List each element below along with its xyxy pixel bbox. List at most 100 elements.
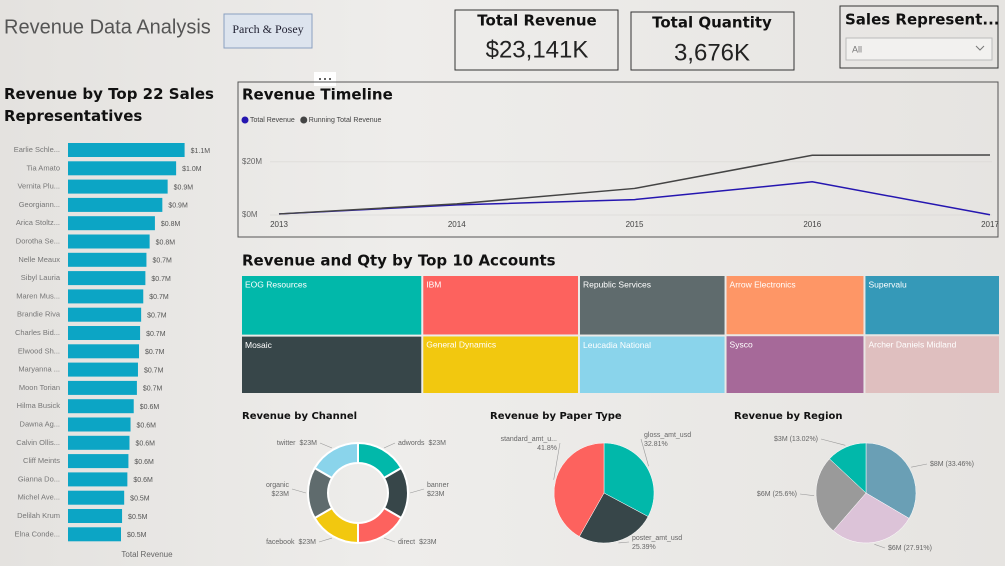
data-label: poster_amt_usd 25.39% (632, 535, 682, 551)
leader-line (318, 537, 333, 543)
chart-title: Revenue Timeline (242, 86, 393, 104)
data-label: adwords $23M (398, 440, 446, 447)
treemap-cell (423, 276, 578, 335)
bar (68, 490, 125, 505)
pie-slice (815, 458, 867, 532)
category-label: banner (427, 482, 449, 489)
category-label: direct (398, 539, 415, 546)
data-label: $0.7M (149, 294, 169, 301)
treemap-cell (423, 336, 578, 393)
y-tick-label: Calvin Ollis... (16, 438, 60, 447)
category-label: gloss_amt_usd (644, 432, 691, 439)
y-tick-label: Michel Ave... (18, 493, 60, 502)
timeline-panel (237, 81, 999, 238)
treemap-cell (726, 276, 864, 335)
data-label: $0.9M (174, 184, 194, 191)
treemap-cell (579, 336, 725, 393)
leader-line (383, 537, 396, 543)
category-label: facebook (266, 539, 295, 546)
leader-line (319, 442, 333, 449)
bar (68, 307, 142, 322)
treemap-cell (242, 336, 422, 393)
data-label: $0.7M (151, 276, 171, 283)
slicer-dropdown[interactable] (845, 37, 993, 61)
value-label: $23M (299, 440, 317, 447)
slicer-selection: All (852, 44, 862, 54)
slicer (839, 5, 999, 69)
bar (68, 454, 129, 469)
data-label: banner $23M (427, 482, 449, 498)
pie-slice (865, 442, 917, 519)
donut-slice (357, 506, 403, 545)
data-label: $0.6M (137, 422, 157, 429)
treemap-label: EOG Resources (245, 279, 307, 289)
chart-title: Revenue by Paper Type (490, 411, 622, 422)
bar (68, 417, 131, 432)
bar (68, 509, 123, 523)
data-label: $0.7M (143, 386, 163, 393)
dot (319, 78, 321, 80)
line-series (278, 181, 991, 216)
y-tick-label: Tia Amato (27, 163, 61, 172)
bar (68, 143, 185, 157)
bar (68, 399, 134, 414)
x-tick-label: 2016 (803, 220, 821, 229)
y-tick-label: Cliff Meints (23, 456, 60, 465)
bar (68, 179, 168, 194)
y-tick-label: Delilah Krum (17, 511, 60, 520)
bar (68, 252, 147, 267)
y-tick-label: Dawna Ag... (20, 419, 60, 428)
pie-slice (832, 492, 910, 544)
leader-line (618, 541, 630, 544)
y-tick-label: Earlie Schle... (14, 145, 60, 154)
treemap-label: Republic Services (583, 279, 651, 289)
y-tick-label: Gianna Do... (18, 474, 60, 483)
data-label: $6M (25.6%) (757, 491, 797, 498)
chart-title: Revenue by Channel (242, 411, 357, 422)
treemap-label: Arrow Electronics (730, 279, 796, 289)
card (630, 11, 795, 71)
card-value: 3,676K (674, 39, 750, 66)
value-label: 32.81% (644, 441, 668, 448)
pie-slice (829, 442, 867, 494)
dot (324, 78, 326, 80)
treemap-cell (242, 276, 422, 335)
leader-line (383, 442, 396, 449)
value-label: $23M (298, 539, 316, 546)
leader-line (874, 544, 886, 549)
value-label: $23M (427, 491, 445, 498)
y-tick-label: Dorotha Se... (16, 236, 60, 245)
value-label: $6M (25.6%) (757, 491, 797, 498)
bar (68, 271, 146, 286)
data-label: $1.1M (191, 148, 211, 155)
bar (68, 234, 150, 249)
bar (68, 362, 138, 377)
y-tick-label: Hilma Busick (17, 401, 61, 410)
y-tick-label: Moon Torian (19, 383, 60, 392)
leader-line (291, 488, 307, 494)
y-tick-label: Georgiann... (19, 200, 60, 209)
x-tick-label: 2017 (981, 220, 999, 229)
y-tick-label: Arica Stoltz... (16, 218, 60, 227)
bar (68, 380, 137, 395)
bar (68, 527, 121, 542)
y-tick-label: Maren Mus... (16, 291, 60, 300)
bar (68, 326, 141, 340)
data-label: standard_amt_u... 41.8% (501, 436, 557, 452)
treemap-label: Supervalu (868, 279, 907, 289)
slicer-title: Sales Represent... (845, 11, 999, 29)
bar (68, 197, 163, 212)
data-label: direct $23M (398, 539, 437, 546)
y-tick-label: Elna Conde... (15, 529, 60, 538)
x-tick-label: 2013 (270, 220, 288, 229)
data-label: gloss_amt_usd 32.81% (644, 432, 691, 448)
data-label: twitter $23M (277, 440, 317, 447)
treemap-cell (579, 276, 725, 335)
data-label: $0.7M (152, 258, 172, 265)
category-label: organic (266, 482, 289, 489)
value-label: $23M (428, 440, 446, 447)
page-title: Revenue Data Analysis (4, 16, 211, 38)
card-title: Total Revenue (477, 12, 596, 30)
